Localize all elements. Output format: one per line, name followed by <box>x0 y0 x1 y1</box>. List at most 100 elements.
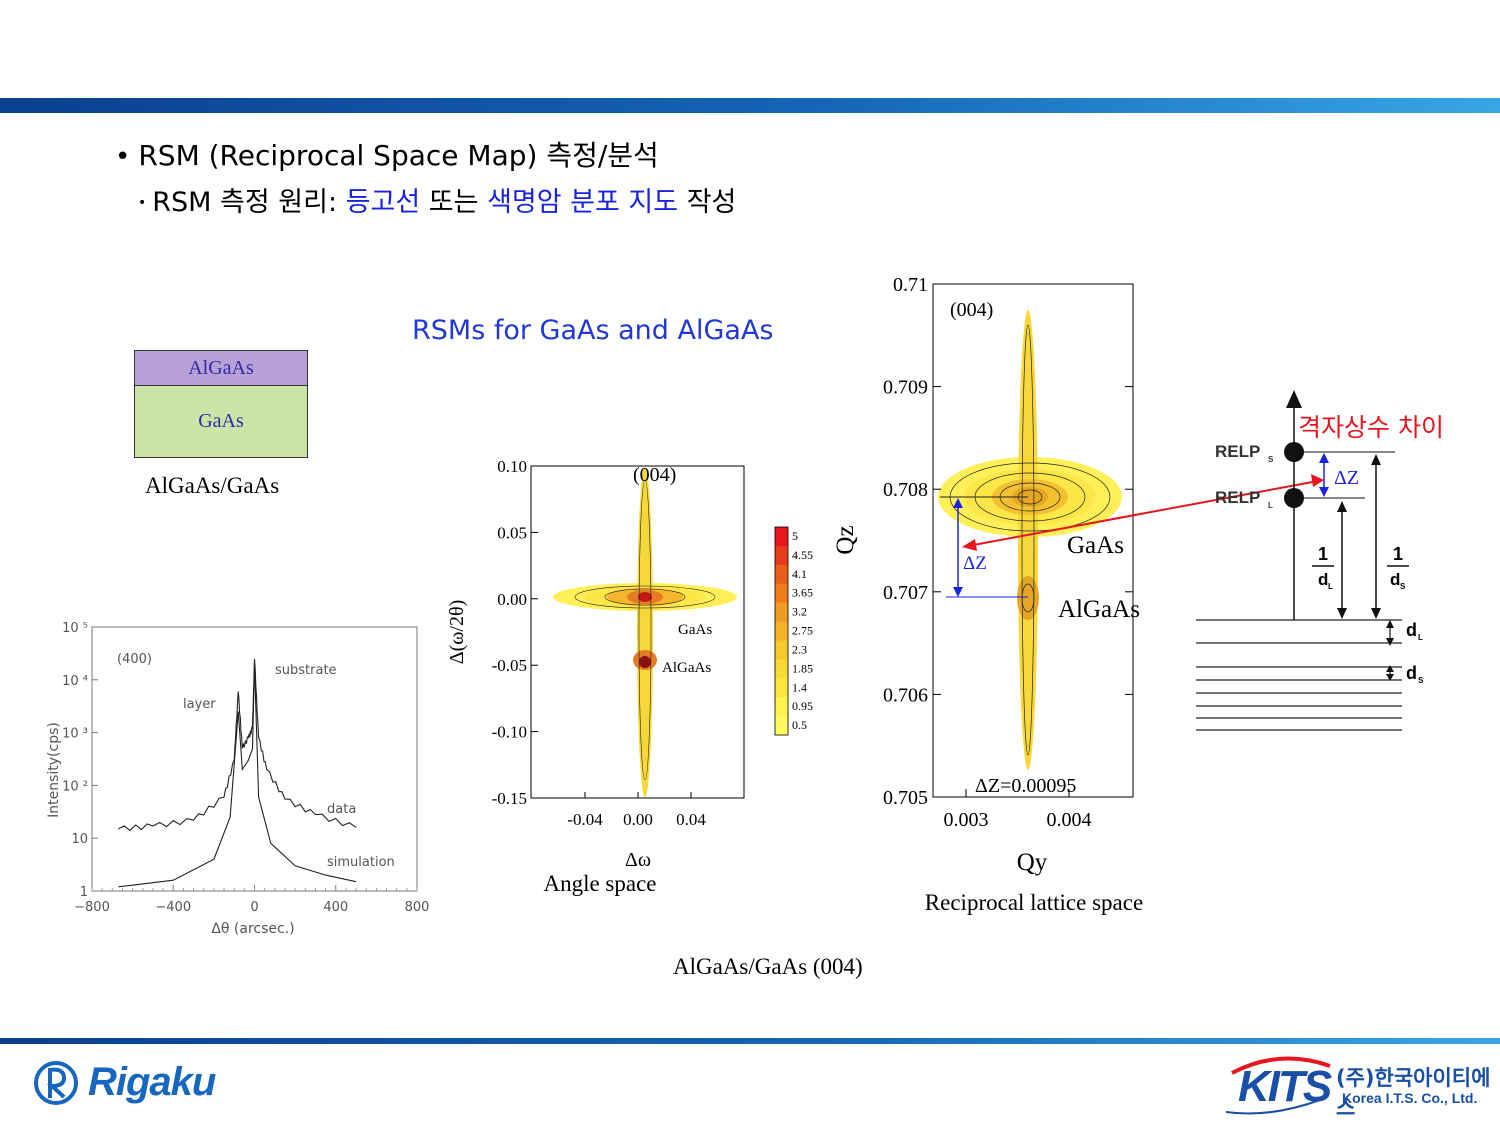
reciprocal-ylabel: Qz <box>832 525 859 554</box>
colorbar-label: 4.55 <box>792 548 813 562</box>
colorbar-swatch <box>775 678 788 698</box>
angle-caption: Angle space <box>543 871 656 896</box>
label-data: data <box>327 802 356 817</box>
rocking-xtick-label: 400 <box>323 900 348 915</box>
angle-xtick-label: 0.04 <box>676 810 706 829</box>
relp-l-point <box>1284 488 1304 508</box>
ds-label: d <box>1406 663 1417 683</box>
angle-space-map: (004) GaAs AlGaAs -0.04 0.00 0.04 0.10 0.05… <box>446 457 813 896</box>
colorbar-label: 1.4 <box>792 680 807 694</box>
reciprocal-xtick-label: 0.004 <box>1047 809 1092 831</box>
figure-caption: AlGaAs/GaAs (004) <box>673 954 863 979</box>
angle-ylabel: Δ(ω/2θ) <box>446 600 468 664</box>
dl-subscript: L <box>1418 633 1423 642</box>
reciprocal-xlabel: Qy <box>1017 849 1048 876</box>
colorbar-swatch <box>775 697 788 717</box>
kits-korean-name: (주)한국아이티에스 <box>1336 1066 1491 1120</box>
rocking-xtick-label: −400 <box>155 900 191 915</box>
algaas-layer: AlGaAs <box>135 351 307 386</box>
reciprocal-peak-algaas: AlGaAs <box>1058 596 1140 623</box>
bullet-rsm-principle: • RSM 측정 원리: 등고선 또는 색명암 분포 지도 작성 <box>138 180 736 219</box>
angle-ytick-label: -0.15 <box>492 789 527 808</box>
inv-ds-subscript: S <box>1400 582 1406 591</box>
colorbar-swatch <box>775 640 788 660</box>
kits-logo-text: KITS <box>1238 1062 1332 1111</box>
reciprocal-xtick-label: 0.003 <box>944 809 989 831</box>
bullet-dot: • <box>115 142 131 172</box>
inv-dl-numerator: 1 <box>1318 544 1328 564</box>
rocking-xtick-label: 800 <box>405 900 430 915</box>
angle-ytick-label: -0.10 <box>492 723 527 742</box>
principle-mid: 또는 <box>420 187 488 218</box>
rocking-ylabel: Intensity(cps) <box>46 722 62 818</box>
kits-logo-swoosh <box>1225 1056 1331 1115</box>
layer-stack-caption: AlGaAs/GaAs <box>145 473 280 498</box>
colorbar-swatch <box>775 621 788 641</box>
reciprocal-axis-arrowhead <box>1286 390 1302 408</box>
angle-xtick-label: -0.04 <box>567 810 603 829</box>
rocking-ytick-label: 10 ⁵ <box>62 621 88 636</box>
rocking-ytick-label: 10 ³ <box>62 727 88 742</box>
rocking-xtick-label: −800 <box>74 900 110 915</box>
delta-z-arrowhead-up <box>953 498 963 508</box>
reciprocal-ytick-label: 0.709 <box>883 377 928 399</box>
delta-z-label: ΔZ <box>963 553 987 574</box>
angle-ytick-label: -0.05 <box>492 656 527 675</box>
ds-subscript: S <box>1418 676 1424 685</box>
reciprocal-ytick-label: 0.708 <box>883 479 928 501</box>
angle-ytick-label: 0.00 <box>497 590 527 609</box>
colorbar-label: 0.5 <box>792 718 807 732</box>
relp-delta-z-label: ΔZ <box>1334 467 1359 489</box>
colorbar-swatch <box>775 716 788 736</box>
kits-english-name: Korea I.T.S. Co., Ltd. <box>1342 1090 1478 1106</box>
reciprocal-ytick-label: 0.71 <box>893 274 928 296</box>
lattice-planes <box>1196 619 1402 731</box>
relp-schematic: RELP S RELP L 격자상수 차이 ΔZ 1 d L 1 d S d L… <box>1196 390 1444 731</box>
rocking-curve-chart: (400) layer substrate data simulation Δθ… <box>46 621 429 937</box>
footer-band <box>0 1038 1500 1044</box>
header-band <box>0 98 1500 113</box>
reciprocal-ytick-label: 0.707 <box>883 582 928 604</box>
label-simulation: simulation <box>327 855 395 870</box>
reciprocal-caption: Reciprocal lattice space <box>925 890 1143 915</box>
colorbar-label: 5 <box>792 529 798 543</box>
delta-z-arrowhead-down <box>953 587 963 597</box>
principle-prefix: RSM 측정 원리: <box>152 187 346 218</box>
angle-peak-gaas: GaAs <box>678 622 712 638</box>
gaas-layer: GaAs <box>135 386 307 457</box>
delta-z-value: ΔZ=0.00095 <box>975 775 1076 797</box>
reciprocal-map-blob <box>938 310 1122 770</box>
lattice-diff-label: 격자상수 차이 <box>1298 413 1444 442</box>
colorbar-label: 0.95 <box>792 699 813 713</box>
red-link-arrow <box>962 474 1324 551</box>
rsm-figure-title: RSMs for GaAs and AlGaAs <box>412 315 774 346</box>
colorbar-swatch <box>775 564 788 585</box>
reciprocal-space-map: ΔZ (004) GaAs AlGaAs ΔZ=0.00095 0.003 0.0… <box>832 274 1143 915</box>
principle-suffix: 작성 <box>678 187 737 218</box>
rigaku-logo-mark <box>34 1061 78 1105</box>
colorbar-frame <box>774 526 789 736</box>
dl-label: d <box>1406 620 1417 640</box>
reciprocal-peak-gaas: GaAs <box>1067 532 1124 559</box>
principle-term-contour: 등고선 <box>345 187 421 218</box>
inv-ds-numerator: 1 <box>1393 544 1403 564</box>
principle-term-colormap: 색명암 분포 지도 <box>487 187 679 218</box>
relp-l-label: RELP <box>1215 488 1260 507</box>
angle-xlabel: Δω <box>625 849 651 871</box>
colorbar-swatch <box>775 602 788 623</box>
label-layer: layer <box>183 697 216 712</box>
series-simulation-line <box>118 663 357 888</box>
rocking-xlabel: Δθ (arcsec.) <box>211 921 294 937</box>
colorbar-label: 4.1 <box>792 567 807 581</box>
angle-peak-algaas: AlGaAs <box>662 660 711 676</box>
rocking-ytick-label: 1 <box>80 885 88 900</box>
rocking-annotation: (400) <box>117 652 152 667</box>
rocking-ytick-label: 10 ⁴ <box>62 674 88 689</box>
rocking-ytick-label: 10 ² <box>62 779 88 794</box>
angle-ytick-label: 0.10 <box>497 457 527 476</box>
colorbar-label: 1.85 <box>792 661 813 675</box>
relp-s-label: RELP <box>1215 442 1260 461</box>
colorbar-swatch <box>775 545 788 566</box>
relp-s-point <box>1284 442 1304 462</box>
